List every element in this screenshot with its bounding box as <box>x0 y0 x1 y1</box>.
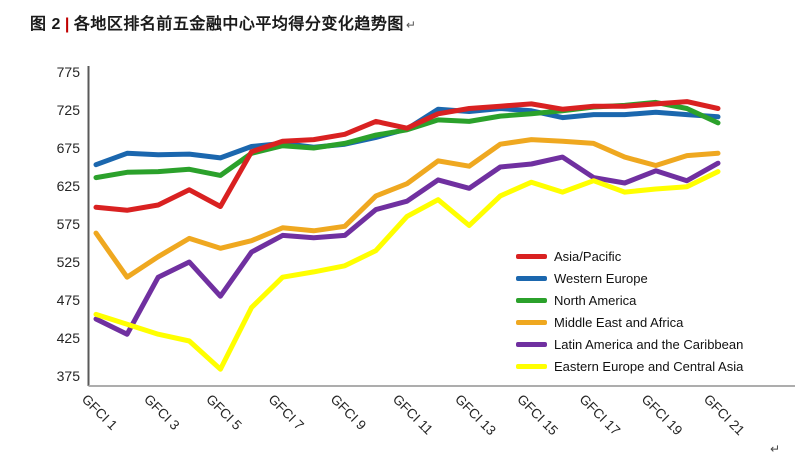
legend-line-swatch <box>516 363 547 369</box>
x-axis-tick-label: GFCI 7 <box>265 392 306 433</box>
y-axis-tick-label: 475 <box>57 292 81 308</box>
legend-label: Western Europe <box>554 270 648 286</box>
y-axis-tick-label: 575 <box>57 216 81 232</box>
legend-item: Eastern Europe and Central Asia <box>516 358 796 374</box>
x-axis-tick-label: GFCI 9 <box>328 392 369 433</box>
legend-line-swatch <box>516 341 547 347</box>
legend-line-swatch <box>516 253 547 259</box>
x-axis-tick-label: GFCI 13 <box>452 392 499 439</box>
x-axis-tick-label: GFCI 17 <box>576 392 623 439</box>
y-axis-tick-label: 725 <box>57 102 81 118</box>
y-axis-tick-label: 425 <box>57 330 81 346</box>
trailing-paragraph-mark-icon: ↵ <box>770 442 781 456</box>
x-axis-tick-label: GFCI 19 <box>639 392 686 439</box>
y-axis-tick-label: 525 <box>57 254 81 270</box>
figure-title: 图 2 | 各地区排名前五金融中心平均得分变化趋势图 ↵ <box>30 10 416 34</box>
series-line-latin-america-and-the-caribbean <box>93 154 721 337</box>
line-chart-canvas: 775 725 675 625 575 525 475 425 375 GFCI 1 GFCI 3 G… <box>57 64 795 439</box>
trend-chart: 775 725 675 625 575 525 475 425 375 GFCI 1 GFCI 3 G… <box>0 40 800 462</box>
title-separator: | <box>64 16 70 33</box>
x-axis-tick-label: GFCI 15 <box>514 392 561 439</box>
legend-line-swatch <box>516 319 547 325</box>
legend-item: Latin America and the Caribbean <box>516 336 796 352</box>
paragraph-mark-icon: ↵ <box>405 18 417 32</box>
x-axis-tick-label: GFCI 21 <box>701 392 748 439</box>
legend-item: Middle East and Africa <box>516 314 796 330</box>
legend-item: Asia/Pacific <box>516 248 796 264</box>
legend-item: North America <box>516 292 796 308</box>
x-axis-tick-label: GFCI 11 <box>390 392 436 438</box>
legend-item: Western Europe <box>516 270 796 286</box>
legend-label: Latin America and the Caribbean <box>554 336 744 352</box>
series-line-asia-pacific <box>93 99 721 213</box>
x-axis-tick-label: GFCI 5 <box>203 392 244 433</box>
legend-label: Middle East and Africa <box>554 314 684 330</box>
legend-label: North America <box>554 292 637 308</box>
y-axis-tick-label: 775 <box>57 64 81 80</box>
x-axis-tick-label: GFCI 3 <box>141 392 182 433</box>
y-axis-tick-label: 625 <box>57 178 81 194</box>
y-axis-tick-label: 375 <box>57 368 81 384</box>
x-axis-tick-label: GFCI 1 <box>79 392 120 433</box>
legend-line-swatch <box>516 275 547 281</box>
chart-legend: Asia/Pacific Western Europe North America M… <box>516 248 796 374</box>
figure-title-text: 各地区排名前五金融中心平均得分变化趋势图 <box>73 16 404 33</box>
legend-label: Asia/Pacific <box>554 248 622 264</box>
legend-line-swatch <box>516 297 547 303</box>
series-line-eastern-europe-and-central-asia <box>93 169 721 372</box>
figure-number: 图 2 <box>30 16 61 33</box>
y-axis-tick-label: 675 <box>57 140 81 156</box>
series-line-middle-east-and-africa <box>93 137 721 280</box>
legend-label: Eastern Europe and Central Asia <box>554 358 744 374</box>
